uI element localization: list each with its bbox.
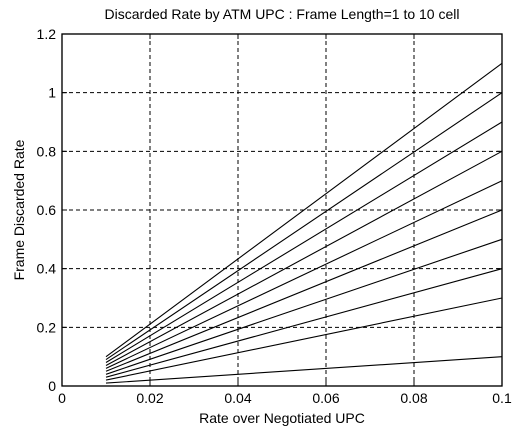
plot-border — [61, 33, 503, 387]
series-line-6 — [105, 180, 503, 369]
y-tick-label: 0.4 — [37, 261, 57, 277]
chart-title: Discarded Rate by ATM UPC : Frame Length… — [105, 6, 460, 22]
y-tick-label: 1.2 — [37, 26, 57, 42]
series-line-2 — [105, 297, 503, 381]
y-tick-label: 0.6 — [37, 202, 57, 218]
y-tick-label: 0 — [48, 378, 56, 394]
series-line-3 — [105, 268, 503, 378]
y-tick-labels: 0 0.2 0.4 0.6 0.8 1 1.2 — [37, 26, 57, 394]
series-line-4 — [105, 238, 503, 375]
series-line-1 — [105, 356, 503, 384]
x-axis-label: Rate over Negotiated UPC — [199, 410, 365, 426]
x-tick-label: 0 — [58, 390, 66, 406]
x-tick-label: 0.04 — [224, 390, 251, 406]
x-tick-label: 0.1 — [492, 390, 512, 406]
x-tick-label: 0.08 — [400, 390, 427, 406]
x-tick-labels: 0 0.02 0.04 0.06 0.08 0.1 — [58, 390, 512, 406]
y-tick-label: 1 — [48, 85, 56, 101]
gridlines — [62, 34, 502, 386]
y-axis-label: Frame Discarded Rate — [11, 139, 27, 280]
y-tick-label: 0.2 — [37, 319, 57, 335]
series-line-7 — [105, 150, 503, 366]
x-tick-label: 0.02 — [136, 390, 163, 406]
x-tick-label: 0.06 — [312, 390, 339, 406]
series-line-10 — [105, 62, 503, 358]
series-line-8 — [105, 121, 503, 363]
series-line-5 — [105, 209, 503, 372]
y-tick-label: 0.8 — [37, 143, 57, 159]
series-lines — [105, 62, 503, 384]
series-line-9 — [105, 92, 503, 361]
